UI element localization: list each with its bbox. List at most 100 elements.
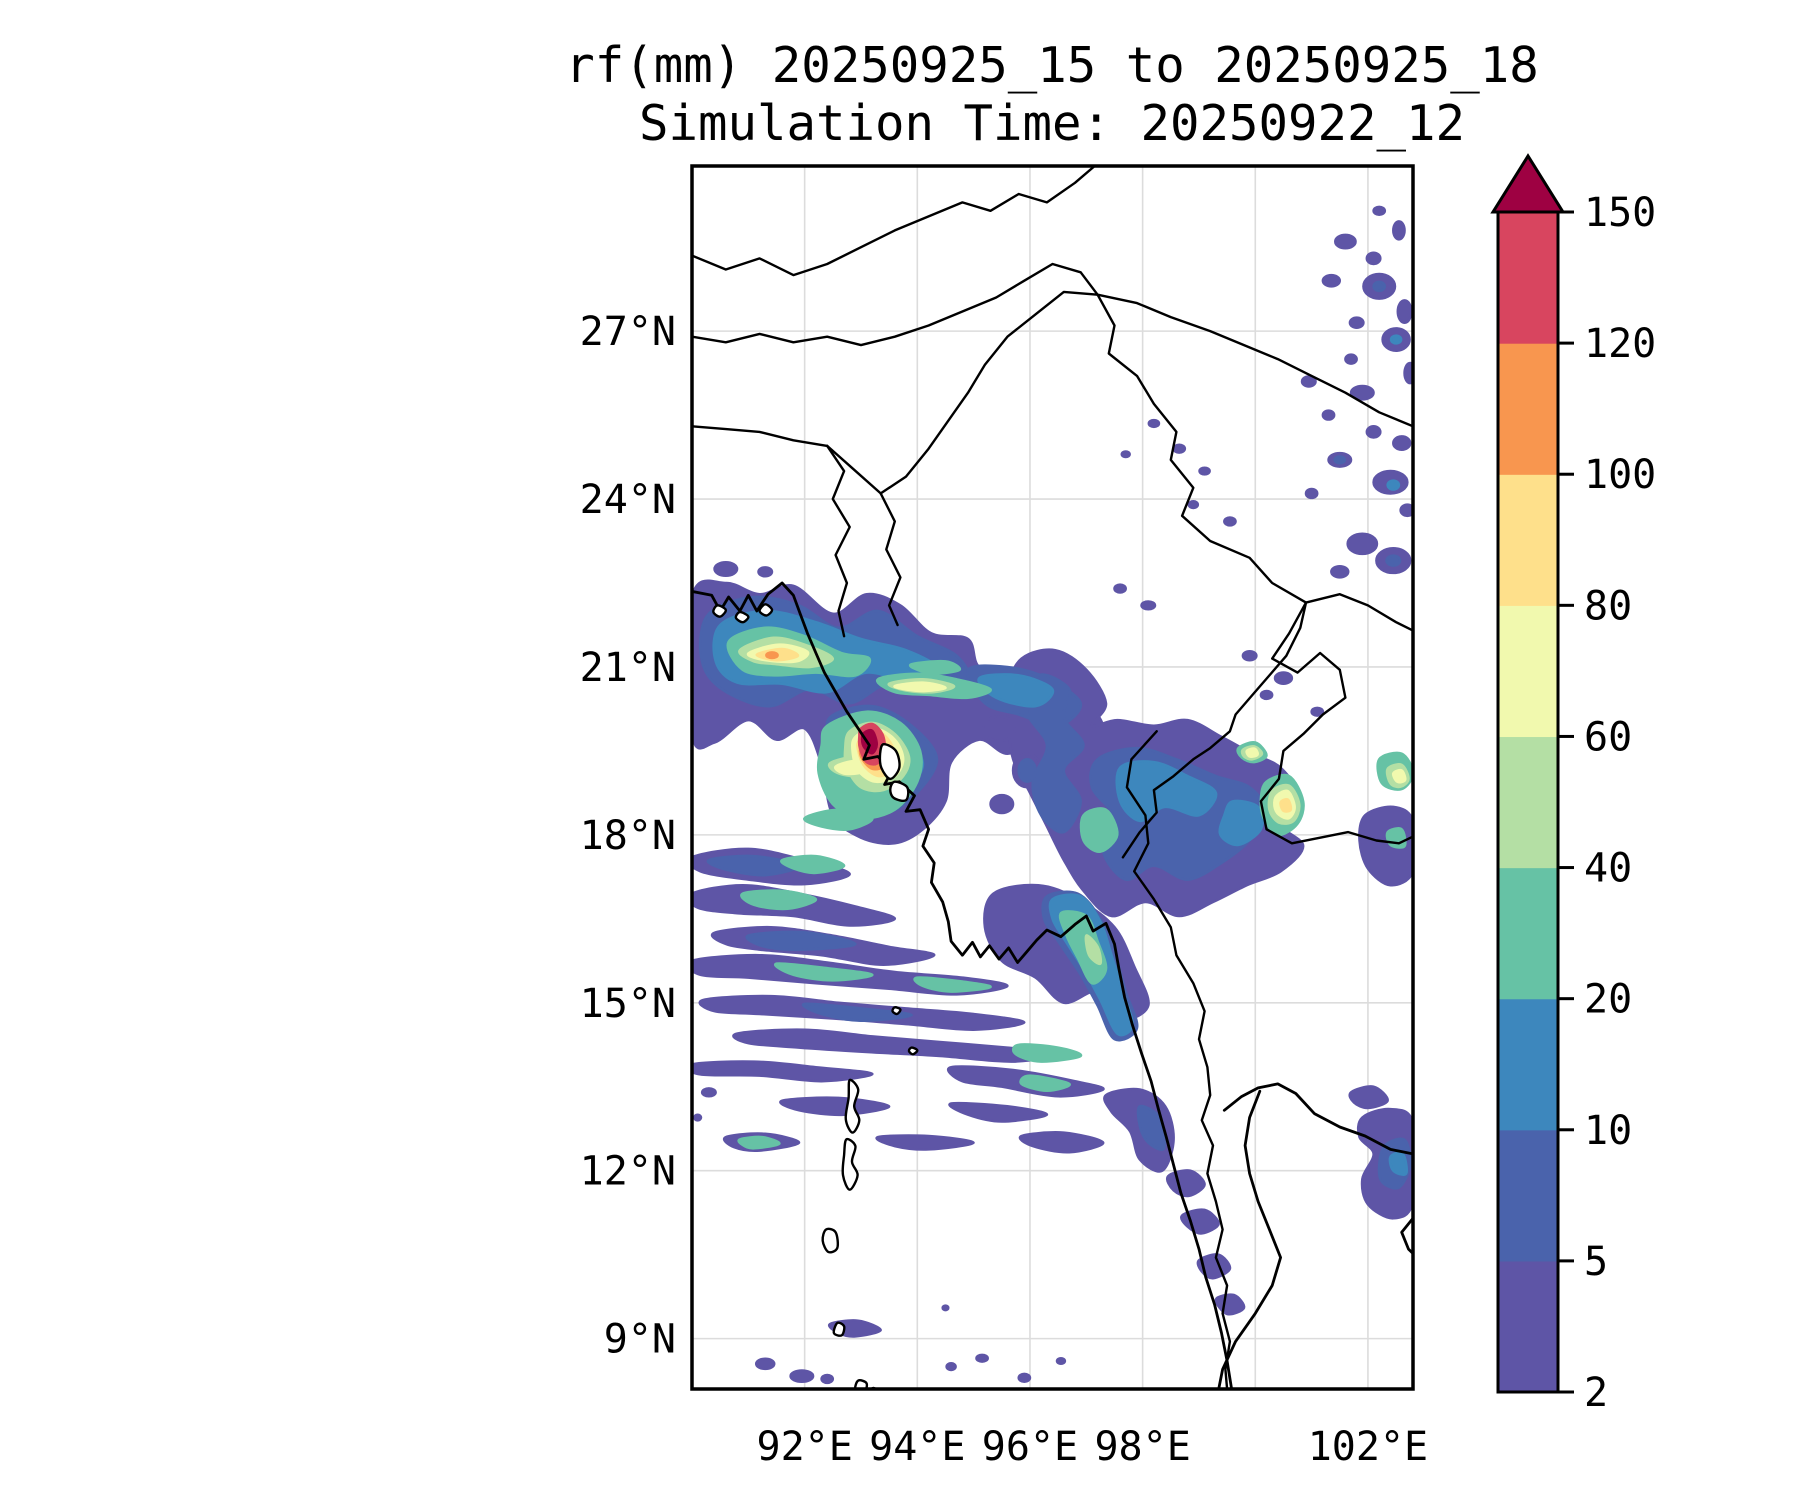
rain-patch (1055, 1356, 1067, 1366)
rain-patch (1172, 443, 1187, 454)
rain-patch (1300, 375, 1317, 388)
rain-patch (1304, 487, 1319, 500)
colorbar-segment (1498, 474, 1558, 606)
country-border (826, 444, 902, 627)
rain-patch (1180, 1208, 1220, 1235)
y-axis-tick-label: 18°N (580, 813, 676, 859)
rain-patch (1385, 827, 1407, 849)
colorbar-tick-label: 80 (1584, 583, 1632, 629)
rain-patch (875, 1134, 975, 1151)
rain-patch (737, 1135, 781, 1150)
rain-patch (1017, 758, 1037, 783)
country-border (1259, 601, 1413, 845)
country-border (1125, 730, 1232, 1389)
colorbar-tick-label: 150 (1584, 190, 1656, 236)
rainfall-field (692, 205, 1413, 1385)
island-outline (878, 742, 901, 781)
coastline (1400, 1216, 1413, 1255)
colorbar-tick-label: 5 (1584, 1239, 1608, 1285)
rain-patch (1084, 934, 1103, 966)
rain-patch (700, 1087, 717, 1098)
country-border (692, 166, 1096, 277)
rain-patch (1310, 706, 1325, 717)
rain-patch (820, 1373, 835, 1385)
rain-patch (745, 930, 857, 951)
x-axis-tick-label: 94°E (869, 1424, 965, 1470)
rain-patch (1386, 479, 1401, 491)
colorbar-segment (1498, 343, 1558, 475)
rain-patch (1012, 1043, 1083, 1063)
rain-patch (1017, 1372, 1032, 1383)
colorbar-tick-label: 2 (1584, 1370, 1608, 1416)
island-outline (758, 603, 774, 617)
island-outline (712, 604, 728, 618)
rain-patch (1372, 205, 1387, 216)
x-axis-tick-label: 98°E (1094, 1424, 1190, 1470)
colorbar-tick-label: 100 (1584, 452, 1656, 498)
map-frame (690, 164, 1415, 1391)
rain-patch (773, 962, 874, 982)
rain-patch (1103, 1087, 1175, 1173)
rain-patch (754, 1357, 776, 1371)
rain-patch (740, 889, 818, 911)
x-axis-tick-label: 96°E (982, 1424, 1078, 1470)
country-border (1096, 293, 1413, 632)
rain-patch (1344, 353, 1358, 365)
rain-patch (1330, 564, 1350, 579)
rain-patch (948, 1101, 1049, 1123)
rain-patch (941, 1304, 950, 1312)
colorbar-segment (1498, 212, 1558, 344)
rain-patch (1392, 220, 1406, 241)
country-border (826, 444, 851, 638)
rain-patch (1346, 532, 1379, 556)
rain-patch (1396, 299, 1413, 324)
rain-patch (1392, 435, 1412, 452)
country-border (1096, 293, 1413, 428)
rain-patch (908, 659, 962, 675)
colorbar-segment (1498, 867, 1558, 1000)
rain-patch (801, 1002, 913, 1022)
rain-patch (1388, 1151, 1408, 1176)
rain-patch (977, 673, 1055, 708)
coastline (1217, 1089, 1282, 1389)
rain-patch (1259, 689, 1274, 701)
plot-title-line2: Simulation Time: 20250922_12 (639, 95, 1465, 152)
country-border (1121, 601, 1308, 859)
y-axis-tick-label: 21°N (580, 645, 676, 691)
rain-patch (1391, 768, 1407, 784)
rain-patch (765, 651, 779, 660)
colorbar-tick-label: 60 (1584, 714, 1632, 760)
y-axis-tick-label: 12°N (580, 1149, 676, 1195)
rain-patch (860, 728, 879, 755)
rain-patch (1079, 807, 1119, 853)
axis-tick-labels: 27°N 24°N 21°N 18°N 15°N 12°N 9°N 92°E 94°E 96°E 9… (580, 309, 1428, 1470)
rain-patch (1245, 747, 1259, 758)
rain-patch (779, 1096, 891, 1117)
rain-patch (1348, 316, 1365, 330)
rain-patch (1120, 450, 1131, 459)
rain-patch (1223, 516, 1237, 527)
rain-patch (1365, 251, 1382, 266)
colorbar-tick-label: 120 (1584, 321, 1656, 367)
rain-patch (1140, 600, 1157, 611)
rain-patch (713, 561, 739, 577)
rain-patch (780, 854, 846, 875)
island-outline (889, 780, 910, 803)
rain-patch (1399, 503, 1413, 518)
island-outline (844, 1078, 861, 1134)
country-border (692, 262, 1099, 347)
rain-patch (789, 1369, 815, 1383)
colorbar-segment (1498, 605, 1558, 738)
rain-patch (1321, 409, 1336, 421)
island-outline (821, 1227, 840, 1254)
island-outline (891, 1006, 902, 1016)
island-outline (907, 1046, 919, 1056)
rain-patch (1348, 1085, 1389, 1110)
rain-patch (692, 1060, 874, 1083)
coastlines-and-borders (692, 166, 1413, 1389)
rain-patch (1025, 673, 1085, 834)
island-outline (734, 610, 750, 624)
rain-patch (1334, 233, 1357, 250)
